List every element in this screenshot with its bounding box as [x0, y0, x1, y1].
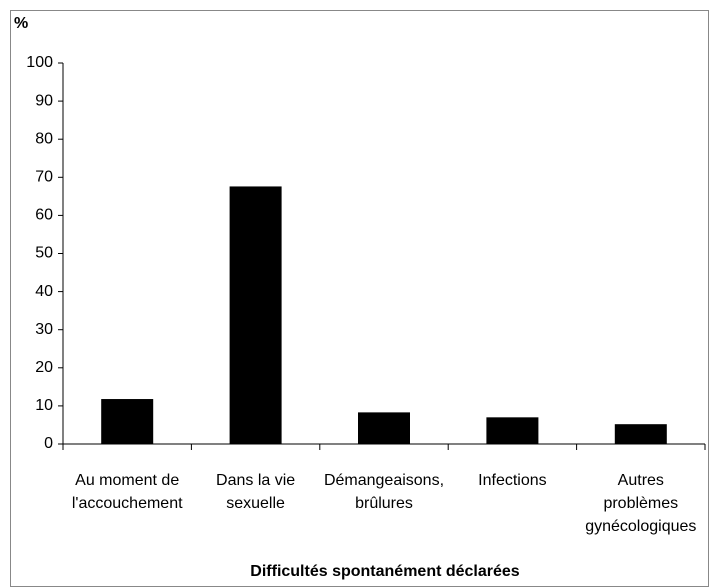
- bar: [614, 424, 667, 444]
- y-tick-label: 70: [35, 169, 53, 186]
- x-tick-label: Dans la vie: [216, 472, 295, 489]
- x-tick-label: Démangeaisons,: [324, 472, 444, 489]
- y-tick-label: 20: [35, 359, 53, 376]
- x-tick-label: Autres: [618, 472, 664, 489]
- bar: [229, 186, 282, 444]
- y-tick-label: 0: [44, 435, 53, 452]
- y-axis-title: %: [14, 15, 28, 32]
- y-tick-label: 100: [26, 54, 53, 71]
- y-tick-label: 90: [35, 92, 53, 109]
- x-tick-label: brûlures: [355, 495, 413, 512]
- y-tick-label: 50: [35, 245, 53, 262]
- x-tick-label: Au moment de: [75, 472, 179, 489]
- chart-frame: [10, 10, 709, 587]
- x-tick-label: Infections: [478, 472, 546, 489]
- x-tick-label: problèmes: [603, 495, 678, 512]
- y-tick-label: 30: [35, 321, 53, 338]
- bar: [101, 399, 154, 444]
- y-tick-label: 60: [35, 207, 53, 224]
- y-tick-label: 40: [35, 283, 53, 300]
- bar: [486, 417, 539, 444]
- x-tick-label: l'accouchement: [72, 495, 183, 512]
- x-tick-label: sexuelle: [226, 495, 285, 512]
- x-axis-title: Difficultés spontanément déclarées: [250, 563, 520, 580]
- y-tick-label: 10: [35, 397, 53, 414]
- x-tick-label: gynécologiques: [585, 518, 696, 535]
- bar: [358, 412, 410, 444]
- y-tick-label: 80: [35, 130, 53, 147]
